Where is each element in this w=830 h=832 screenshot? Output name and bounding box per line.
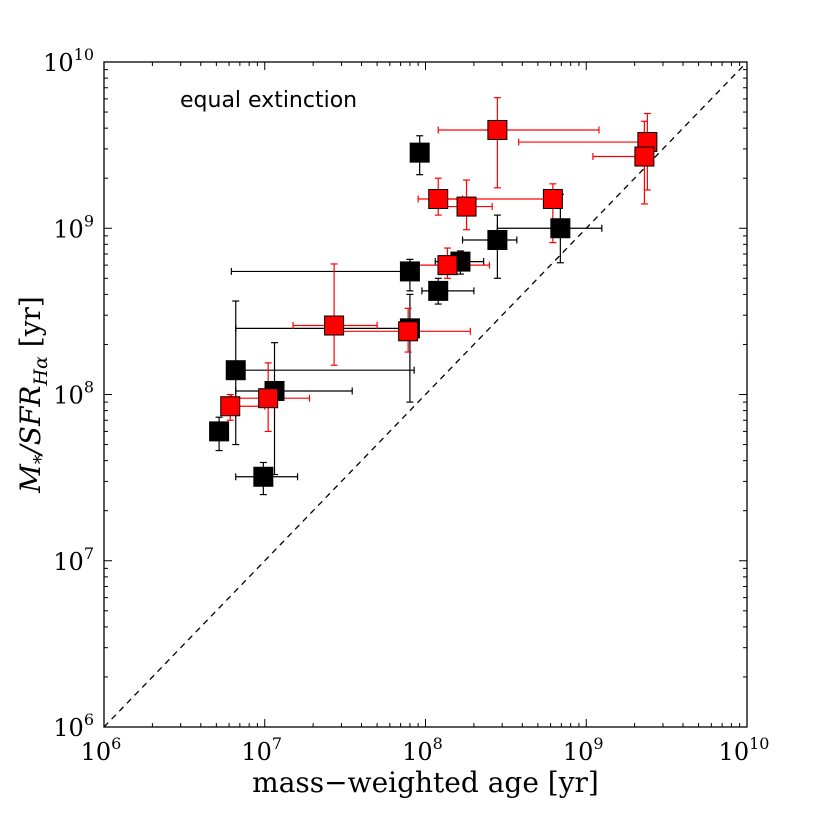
error-bar [232, 300, 415, 446]
red-square-marker [634, 146, 655, 167]
red-square-marker [456, 196, 477, 217]
red-square-marker [398, 321, 419, 342]
red-square-marker [220, 396, 241, 417]
y-tick-label: 109 [53, 211, 94, 243]
x-tick-label: 107 [241, 734, 282, 766]
black-square-marker [487, 229, 508, 250]
x-tick-label: 106 [81, 734, 122, 766]
black-square-marker [253, 466, 274, 487]
x-axis-label: mass−weighted age [yr] [252, 766, 599, 799]
y-axis-label: M*/SFRHα [yr] [14, 296, 52, 494]
x-tick-label: 109 [563, 734, 604, 766]
black-square-marker [209, 421, 230, 442]
red-square-marker [428, 188, 449, 209]
error-bar [437, 97, 600, 189]
error-bar [230, 258, 418, 292]
error-bar [518, 112, 654, 191]
black-square-marker [399, 261, 420, 282]
x-tick-label: 1010 [719, 734, 770, 766]
red-square-marker [324, 315, 345, 336]
error-bar [292, 263, 378, 366]
red-square-marker [437, 255, 458, 276]
y-tick-label: 106 [53, 710, 94, 742]
annotation-text: equal extinction [180, 88, 357, 113]
black-square-marker [225, 360, 246, 381]
red-square-marker [258, 388, 279, 409]
black-square-marker [409, 142, 430, 163]
error-bar [235, 293, 418, 403]
black-square-marker [428, 280, 449, 301]
red-square-marker [542, 188, 563, 209]
y-tick-label: 107 [53, 544, 94, 576]
red-square-marker [487, 119, 508, 140]
y-tick-label: 1010 [43, 45, 94, 77]
x-tick-label: 108 [402, 734, 443, 766]
black-square-marker [550, 218, 571, 239]
one-to-one-reference-line [103, 61, 748, 728]
y-tick-label: 108 [53, 378, 94, 410]
error-bar [235, 342, 353, 476]
